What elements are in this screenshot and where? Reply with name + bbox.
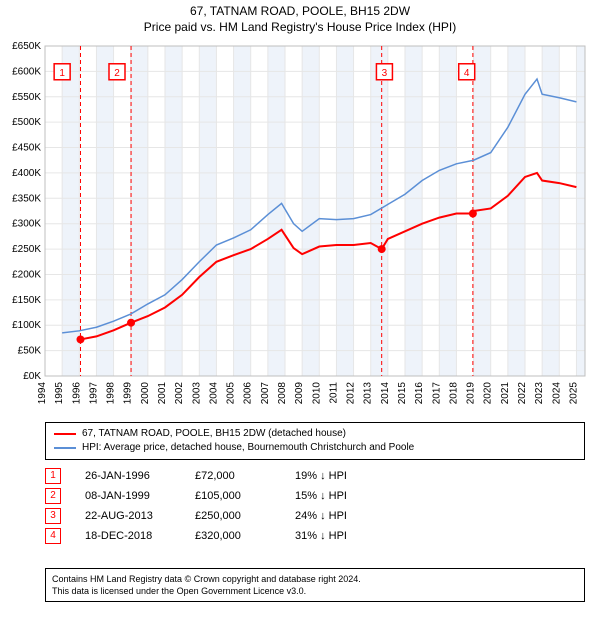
svg-text:2002: 2002 xyxy=(174,382,185,405)
svg-text:2: 2 xyxy=(114,68,120,79)
svg-text:£400K: £400K xyxy=(12,168,41,179)
svg-text:£50K: £50K xyxy=(18,346,42,357)
sale-hpi-delta: 31% ↓ HPI xyxy=(295,530,405,542)
svg-text:2006: 2006 xyxy=(243,382,254,405)
table-row: 4 18-DEC-2018£320,00031% ↓ HPI xyxy=(45,528,405,544)
svg-text:£100K: £100K xyxy=(12,320,41,331)
svg-text:2004: 2004 xyxy=(208,382,219,405)
legend-label: 67, TATNAM ROAD, POOLE, BH15 2DW (detach… xyxy=(82,427,346,441)
svg-text:2016: 2016 xyxy=(414,382,425,405)
sale-marker-dot xyxy=(378,245,386,253)
footer-line2: This data is licensed under the Open Gov… xyxy=(52,585,578,597)
svg-text:£300K: £300K xyxy=(12,219,41,230)
sale-hpi-delta: 24% ↓ HPI xyxy=(295,510,405,522)
svg-text:1995: 1995 xyxy=(54,382,65,405)
sale-marker-dot xyxy=(469,210,477,218)
svg-text:2024: 2024 xyxy=(551,382,562,405)
svg-text:2025: 2025 xyxy=(568,382,579,405)
sale-badge: 2 xyxy=(45,488,61,504)
svg-text:1996: 1996 xyxy=(71,382,82,405)
svg-text:£350K: £350K xyxy=(12,193,41,204)
svg-text:£450K: £450K xyxy=(12,143,41,154)
sale-marker-dot xyxy=(76,335,84,343)
svg-text:2014: 2014 xyxy=(380,382,391,405)
svg-text:4: 4 xyxy=(464,68,470,79)
svg-text:2023: 2023 xyxy=(534,382,545,405)
sale-date: 18-DEC-2018 xyxy=(85,530,195,542)
svg-text:£0K: £0K xyxy=(23,371,41,382)
table-row: 2 08-JAN-1999£105,00015% ↓ HPI xyxy=(45,488,405,504)
sale-hpi-delta: 19% ↓ HPI xyxy=(295,470,405,482)
table-row: 1 26-JAN-1996£72,00019% ↓ HPI xyxy=(45,468,405,484)
svg-text:£600K: £600K xyxy=(12,66,41,77)
legend-swatch xyxy=(54,447,76,449)
svg-text:2013: 2013 xyxy=(363,382,374,405)
sale-price: £72,000 xyxy=(195,470,295,482)
svg-text:2009: 2009 xyxy=(294,382,305,405)
svg-text:2007: 2007 xyxy=(260,382,271,405)
svg-text:2003: 2003 xyxy=(191,382,202,405)
table-row: 3 22-AUG-2013£250,00024% ↓ HPI xyxy=(45,508,405,524)
sale-hpi-delta: 15% ↓ HPI xyxy=(295,490,405,502)
svg-text:2021: 2021 xyxy=(500,382,511,405)
svg-text:2022: 2022 xyxy=(517,382,528,405)
legend: 67, TATNAM ROAD, POOLE, BH15 2DW (detach… xyxy=(45,422,585,460)
svg-text:£550K: £550K xyxy=(12,92,41,103)
svg-text:1: 1 xyxy=(59,68,65,79)
svg-text:2001: 2001 xyxy=(157,382,168,405)
sale-date: 26-JAN-1996 xyxy=(85,470,195,482)
legend-item: HPI: Average price, detached house, Bour… xyxy=(54,441,576,455)
sale-badge: 1 xyxy=(45,468,61,484)
sale-badge: 4 xyxy=(45,528,61,544)
svg-text:2019: 2019 xyxy=(466,382,477,405)
svg-text:2018: 2018 xyxy=(448,382,459,405)
svg-text:2000: 2000 xyxy=(140,382,151,405)
chart-container: { "title": "67, TATNAM ROAD, POOLE, BH15… xyxy=(0,0,600,620)
svg-text:1994: 1994 xyxy=(37,382,48,405)
svg-text:£200K: £200K xyxy=(12,269,41,280)
legend-item: 67, TATNAM ROAD, POOLE, BH15 2DW (detach… xyxy=(54,427,576,441)
sale-price: £105,000 xyxy=(195,490,295,502)
chart-plot: £0K £50K £100K £150K £200K £250K £300K £350K £40… xyxy=(0,0,600,426)
sale-date: 22-AUG-2013 xyxy=(85,510,195,522)
sale-date: 08-JAN-1999 xyxy=(85,490,195,502)
sale-marker-dot xyxy=(127,319,135,327)
svg-text:1997: 1997 xyxy=(88,382,99,405)
svg-text:2015: 2015 xyxy=(397,382,408,405)
svg-text:2005: 2005 xyxy=(226,382,237,405)
sales-table: 1 26-JAN-1996£72,00019% ↓ HPI 2 08-JAN-1999… xyxy=(45,468,405,548)
legend-label: HPI: Average price, detached house, Bour… xyxy=(82,441,414,455)
footer-line1: Contains HM Land Registry data © Crown c… xyxy=(52,573,578,585)
svg-text:3: 3 xyxy=(382,68,388,79)
sale-price: £320,000 xyxy=(195,530,295,542)
svg-text:1999: 1999 xyxy=(123,382,134,405)
svg-text:2020: 2020 xyxy=(483,382,494,405)
svg-text:2010: 2010 xyxy=(311,382,322,405)
footer-attribution: Contains HM Land Registry data © Crown c… xyxy=(45,568,585,602)
svg-text:£650K: £650K xyxy=(12,41,41,52)
svg-text:£150K: £150K xyxy=(12,295,41,306)
svg-text:2012: 2012 xyxy=(346,382,357,405)
svg-text:1998: 1998 xyxy=(106,382,117,405)
svg-text:2017: 2017 xyxy=(431,382,442,405)
svg-text:£250K: £250K xyxy=(12,244,41,255)
legend-swatch xyxy=(54,433,76,435)
sale-badge: 3 xyxy=(45,508,61,524)
svg-text:2008: 2008 xyxy=(277,382,288,405)
svg-text:£500K: £500K xyxy=(12,117,41,128)
svg-text:2011: 2011 xyxy=(328,382,339,404)
sale-price: £250,000 xyxy=(195,510,295,522)
